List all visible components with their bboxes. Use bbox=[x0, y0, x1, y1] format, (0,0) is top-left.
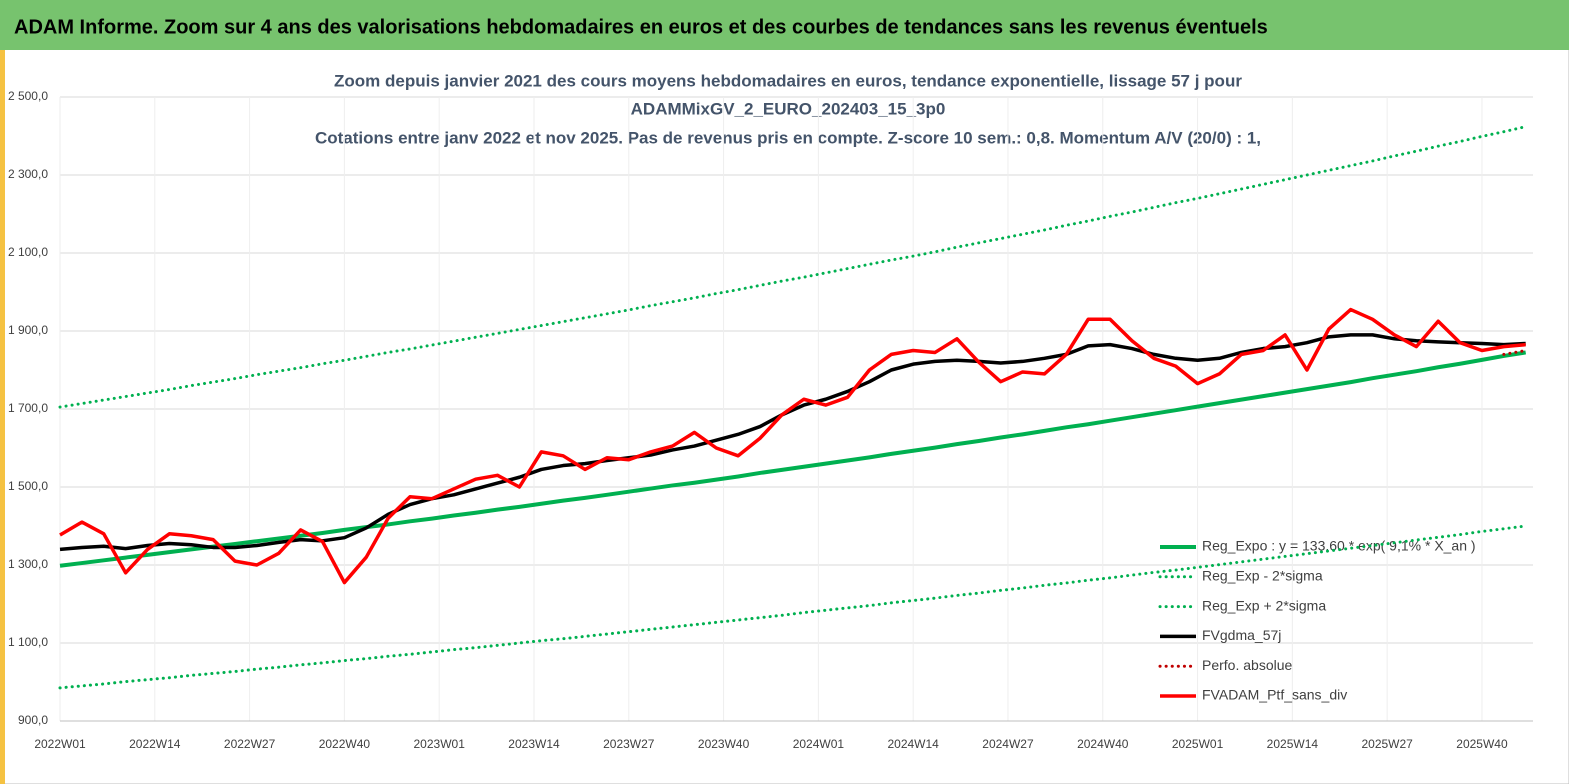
y-tick-label: 900,0 bbox=[18, 713, 48, 727]
legend-label: Perfo. absolue bbox=[1202, 657, 1292, 673]
x-tick-label: 2022W27 bbox=[224, 737, 276, 751]
series-line bbox=[59, 350, 1527, 568]
y-tick-label: 2 100,0 bbox=[8, 245, 48, 259]
x-tick-label: 2023W14 bbox=[508, 737, 560, 751]
legend-label: Reg_Exp + 2*sigma bbox=[1202, 597, 1326, 613]
chart-title: ADAMMixGV_2_EURO_202403_15_3p0 bbox=[631, 99, 946, 118]
legend-label: Reg_Expo : y = 133,60 * exp( 9,1% * X_an… bbox=[1202, 538, 1476, 554]
x-tick-label: 2025W01 bbox=[1172, 737, 1224, 751]
legend-label: FVADAM_Ptf_sans_div bbox=[1202, 687, 1347, 703]
chart-title: Zoom depuis janvier 2021 des cours moyen… bbox=[334, 71, 1242, 90]
accent bbox=[0, 50, 5, 784]
x-tick-label: 2022W01 bbox=[34, 737, 86, 751]
x-tick-label: 2025W40 bbox=[1456, 737, 1508, 751]
header-bar bbox=[0, 0, 1569, 50]
x-tick-label: 2022W40 bbox=[319, 737, 371, 751]
series-line bbox=[58, 125, 1528, 409]
x-tick-label: 2024W27 bbox=[982, 737, 1034, 751]
y-tick-label: 1 900,0 bbox=[8, 323, 48, 337]
y-tick-label: 1 700,0 bbox=[8, 401, 48, 415]
series-line bbox=[58, 524, 1528, 690]
legend-label: Reg_Exp - 2*sigma bbox=[1202, 568, 1323, 584]
y-tick-label: 2 300,0 bbox=[8, 167, 48, 181]
legend-label: FVgdma_57j bbox=[1202, 627, 1281, 643]
series-line bbox=[59, 333, 1526, 552]
x-tick-label: 2025W27 bbox=[1361, 737, 1413, 751]
y-tick-label: 2 500,0 bbox=[8, 89, 48, 103]
x-tick-label: 2024W01 bbox=[793, 737, 845, 751]
x-tick-label: 2022W14 bbox=[129, 737, 181, 751]
series-line bbox=[1502, 349, 1528, 356]
x-tick-label: 2023W01 bbox=[414, 737, 466, 751]
x-tick-label: 2023W27 bbox=[603, 737, 655, 751]
x-tick-label: 2025W14 bbox=[1267, 737, 1319, 751]
x-tick-label: 2024W14 bbox=[887, 737, 939, 751]
header-title: ADAM Informe. Zoom sur 4 ans des valoris… bbox=[14, 16, 1268, 38]
chart-title: Cotations entre janv 2022 et nov 2025. P… bbox=[315, 128, 1261, 147]
x-tick-label: 2023W40 bbox=[698, 737, 750, 751]
series-line bbox=[59, 307, 1526, 585]
y-tick-label: 1 500,0 bbox=[8, 479, 48, 493]
x-tick-label: 2024W40 bbox=[1077, 737, 1129, 751]
y-tick-label: 1 300,0 bbox=[8, 557, 48, 571]
y-tick-label: 1 100,0 bbox=[8, 635, 48, 649]
